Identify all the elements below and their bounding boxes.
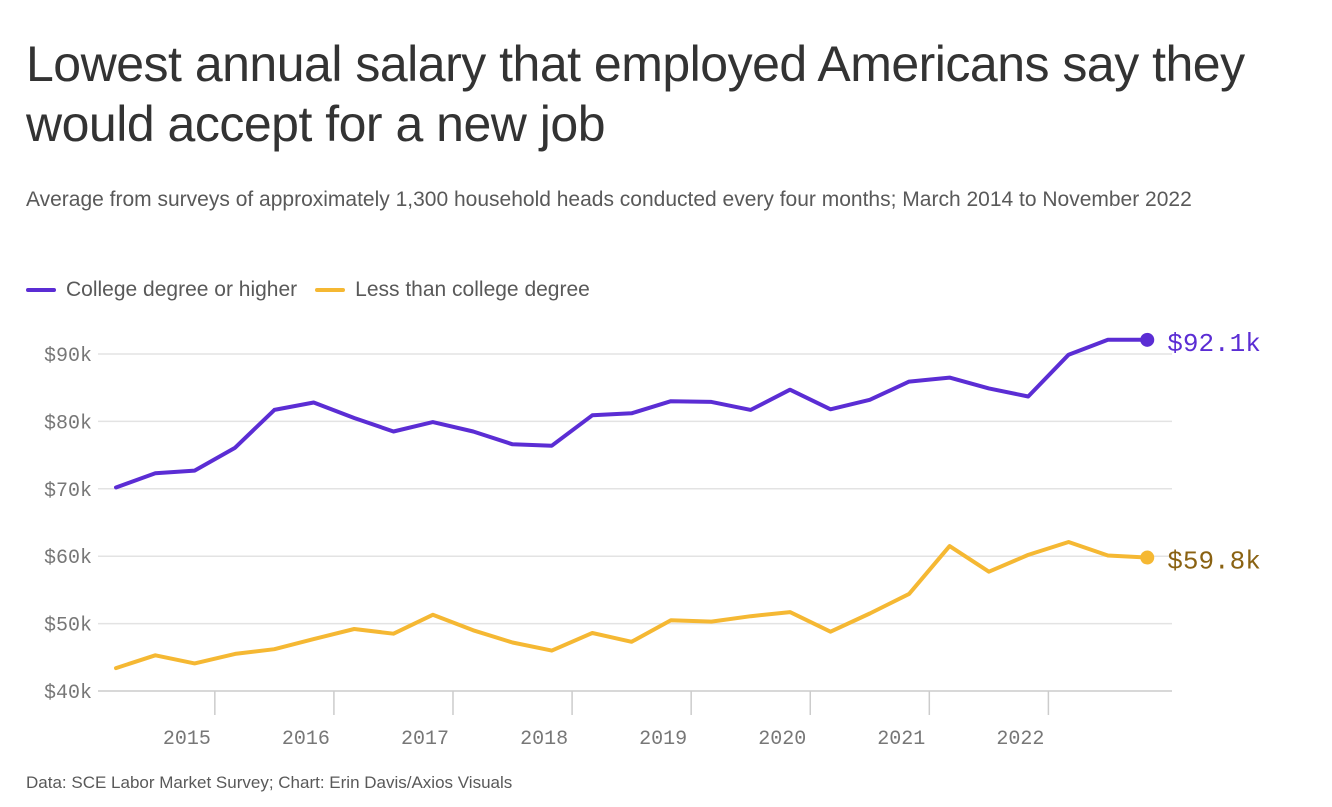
legend-label-college: College degree or higher — [66, 278, 298, 301]
y-tick-label-70: $70k — [44, 480, 92, 503]
y-tick-label-50: $50k — [44, 615, 92, 638]
x-tick-label-2017: 2017 — [401, 728, 449, 751]
y-tick-label-80: $80k — [44, 412, 92, 435]
legend: College degree or higher Less than colle… — [26, 278, 608, 302]
legend-item-college: College degree or higher — [26, 278, 297, 302]
end-label-college: $92.1k — [1167, 329, 1261, 359]
series-line-less — [114, 540, 1150, 671]
legend-swatch-college — [26, 288, 56, 292]
y-tick-label-60: $60k — [44, 547, 92, 570]
chart-title: Lowest annual salary that employed Ameri… — [26, 36, 1245, 152]
series-line-college — [114, 337, 1150, 490]
x-tick-label-2015: 2015 — [163, 728, 211, 751]
y-tick-label-90: $90k — [44, 345, 92, 368]
legend-swatch-less — [315, 288, 346, 292]
end-point-less — [1140, 550, 1155, 565]
end-label-less: $59.8k — [1167, 547, 1261, 577]
x-tick-label-2020: 2020 — [758, 728, 806, 751]
legend-label-less: Less than college degree — [355, 278, 590, 301]
source-footer: Data: SCE Labor Market Survey; Chart: Er… — [26, 773, 513, 792]
y-tick-label-40: $40k — [44, 682, 92, 705]
x-tick-label-2022: 2022 — [996, 728, 1044, 751]
x-tick-label-2018: 2018 — [520, 728, 568, 751]
x-tick-label-2016: 2016 — [282, 728, 330, 751]
x-tick-label-2019: 2019 — [639, 728, 687, 751]
x-tick-label-2021: 2021 — [877, 728, 925, 751]
chart-subtitle: Average from surveys of approximately 1,… — [26, 188, 1192, 211]
legend-item-less: Less than college degree — [315, 278, 590, 302]
end-point-college — [1140, 332, 1155, 347]
